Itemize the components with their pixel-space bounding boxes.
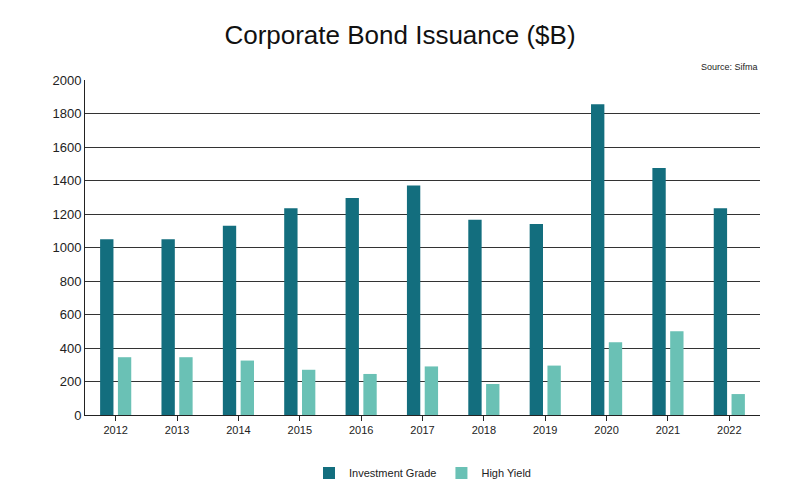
svg-text:2014: 2014: [226, 424, 250, 436]
svg-text:1800: 1800: [52, 106, 81, 121]
svg-text:1400: 1400: [52, 173, 81, 188]
svg-text:1200: 1200: [52, 207, 81, 222]
svg-text:2022: 2022: [717, 424, 741, 436]
svg-text:1600: 1600: [52, 140, 81, 155]
svg-text:Investment Grade: Investment Grade: [349, 467, 436, 479]
svg-text:2000: 2000: [52, 73, 81, 88]
svg-text:2015: 2015: [288, 424, 312, 436]
svg-text:800: 800: [60, 274, 82, 289]
svg-text:2012: 2012: [103, 424, 127, 436]
svg-text:2013: 2013: [165, 424, 189, 436]
svg-text:2016: 2016: [349, 424, 373, 436]
svg-text:600: 600: [60, 307, 82, 322]
svg-text:2019: 2019: [533, 424, 557, 436]
svg-text:High Yield: High Yield: [481, 467, 531, 479]
svg-text:2017: 2017: [410, 424, 434, 436]
svg-text:400: 400: [60, 341, 82, 356]
svg-text:2018: 2018: [472, 424, 496, 436]
svg-text:0: 0: [74, 408, 81, 423]
svg-text:2021: 2021: [656, 424, 680, 436]
svg-text:1000: 1000: [52, 240, 81, 255]
svg-text:200: 200: [60, 374, 82, 389]
svg-text:Corporate Bond Issuance ($B): Corporate Bond Issuance ($B): [224, 20, 575, 50]
svg-text:2020: 2020: [594, 424, 618, 436]
svg-text:Source: Sifma: Source: Sifma: [701, 62, 758, 72]
